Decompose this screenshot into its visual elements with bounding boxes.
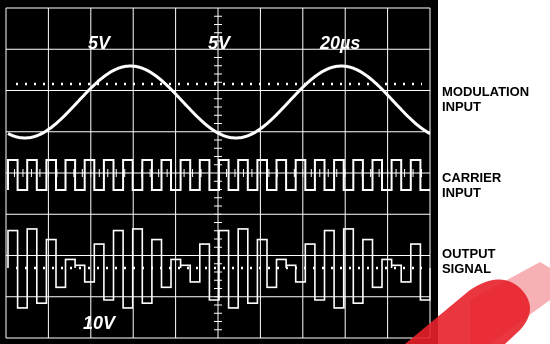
oscilloscope-screen: 5V 5V 20µs 10V	[0, 0, 438, 344]
output-signal-label: OUTPUT SIGNAL	[442, 246, 496, 276]
modulation-trace	[7, 64, 431, 140]
ch1-scale: 5V	[88, 33, 112, 53]
modulation-input-label: MODULATION INPUT	[442, 84, 530, 114]
ch2-scale: 5V	[208, 33, 232, 53]
carrier-input-label: CARRIER INPUT	[442, 170, 502, 200]
output-trace	[7, 228, 431, 309]
carrier-trace	[7, 159, 430, 191]
time-scale: 20µs	[319, 33, 360, 53]
ch3-scale: 10V	[83, 313, 117, 333]
